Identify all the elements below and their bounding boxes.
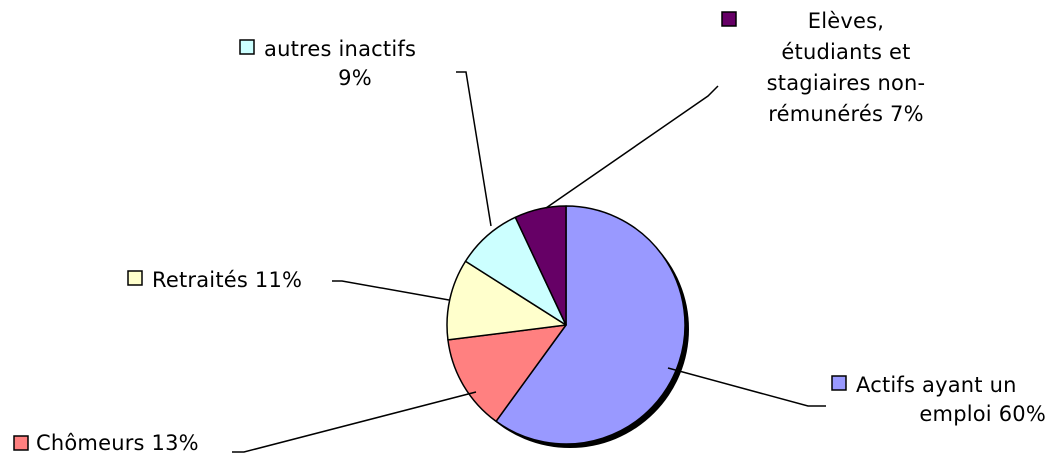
- data-label-line: 9%: [338, 66, 372, 90]
- data-label-line: Chômeurs 13%: [36, 431, 199, 455]
- pie-slice-eleves-etudiants-et-stagiaires-non-remuneres: [514, 205, 567, 326]
- legend-key-chomeurs: [13, 435, 29, 451]
- legend-key-retraites: [127, 270, 143, 286]
- data-label-eleves-etudiants-et-stagiaires-non-remuneres: Elèves, étudiants et stagiaires non-rémuné…: [767, 9, 926, 126]
- data-label-line: Actifs ayant un: [856, 373, 1017, 397]
- pie-slices: [446, 205, 686, 445]
- data-label-line: emploi 60%: [919, 402, 1046, 426]
- leader-line-chomeurs: [232, 391, 477, 453]
- data-label-actifs-ayant-un-emploi: Actifs ayant un emploi 60%: [856, 373, 1046, 426]
- data-label-line: étudiants et: [781, 40, 910, 64]
- leader-lines: [232, 71, 826, 453]
- leader-line-actifs-ayant-un-emploi: [667, 367, 826, 407]
- pie-slice-actifs-ayant-un-emploi: [495, 205, 686, 445]
- leader-line-autres-inactifs: [456, 71, 492, 227]
- leader-line-retraites: [332, 280, 450, 301]
- leader-line-eleves-etudiants-et-stagiaires-non-remuneres: [545, 85, 719, 209]
- data-label-line: stagiaires non-: [767, 71, 926, 95]
- data-label-line: rémunérés 7%: [768, 102, 924, 126]
- data-label-line: autres inactifs: [264, 37, 416, 61]
- data-label-line: Retraités 11%: [152, 268, 302, 292]
- legend-key-eleves-etudiants-et-stagiaires-non-remuneres: [721, 11, 737, 27]
- data-label-line: Elèves,: [808, 9, 884, 33]
- pie-slice-chomeurs: [447, 324, 567, 423]
- legend-key-actifs-ayant-un-emploi: [831, 375, 847, 391]
- slice-labels: Actifs ayant un emploi 60% Chômeurs 13% Ret…: [13, 9, 1046, 455]
- data-label-autres-inactifs: autres inactifs 9%: [264, 37, 416, 90]
- data-label-retraites: Retraités 11%: [152, 268, 302, 292]
- legend-key-autres-inactifs: [239, 39, 255, 55]
- data-label-chomeurs: Chômeurs 13%: [36, 431, 199, 455]
- pie-slice-retraites: [446, 260, 567, 341]
